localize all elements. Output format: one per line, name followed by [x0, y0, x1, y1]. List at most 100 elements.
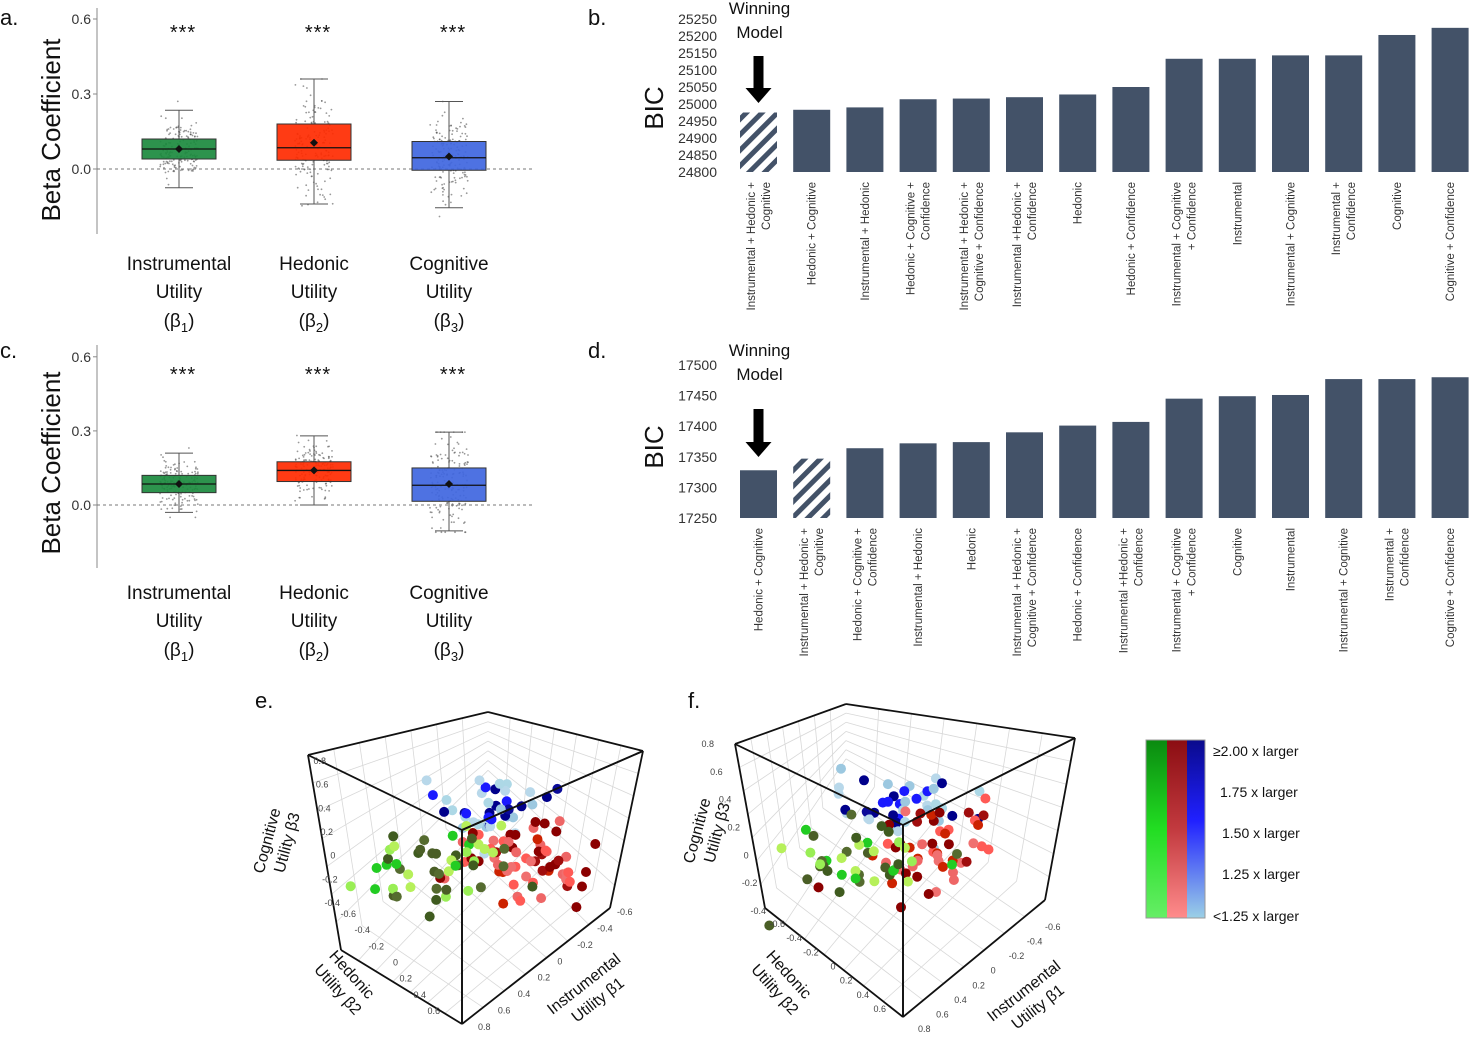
- data-point: [166, 507, 169, 510]
- data-point: [174, 502, 177, 505]
- data-point: [451, 449, 454, 452]
- data-point: [186, 465, 189, 468]
- z-tick-label: 0: [330, 851, 335, 861]
- data-point: [328, 165, 330, 168]
- model-label: Instrumental + Cognitive: [1286, 182, 1298, 306]
- y-axis-label: BIC: [639, 425, 669, 468]
- cube-edge: [307, 754, 463, 831]
- data-point: [463, 452, 466, 455]
- significance-stars: ***: [440, 364, 466, 386]
- data-point: [308, 488, 310, 490]
- scatter-point: [525, 787, 536, 798]
- grid-line: [750, 738, 777, 889]
- data-point: [439, 505, 442, 508]
- data-point: [175, 126, 178, 129]
- data-point: [320, 100, 323, 102]
- data-point: [464, 431, 466, 433]
- model-label: Confidence: [921, 182, 933, 240]
- data-point: [331, 202, 334, 205]
- data-point: [193, 460, 196, 463]
- data-point: [185, 129, 188, 132]
- data-point: [430, 511, 433, 514]
- scatter-point: [808, 830, 819, 841]
- data-point: [316, 172, 319, 175]
- scatter-point: [850, 873, 861, 884]
- data-point: [458, 502, 461, 505]
- grid-line: [813, 715, 824, 809]
- beta-subscript: 1: [181, 320, 188, 335]
- data-point: [450, 193, 453, 196]
- data-point: [459, 451, 461, 454]
- data-point: [194, 167, 197, 169]
- data-point: [464, 531, 467, 534]
- data-point: [308, 448, 311, 451]
- scatter-point: [883, 826, 894, 837]
- data-point: [464, 502, 467, 505]
- cube-edge: [609, 750, 644, 909]
- data-point: [168, 133, 170, 136]
- data-point: [295, 173, 297, 176]
- data-point: [321, 194, 324, 197]
- data-point: [169, 472, 172, 474]
- data-point: [438, 138, 441, 141]
- scatter-point: [439, 806, 450, 817]
- data-point: [171, 498, 174, 501]
- grid-line: [739, 712, 847, 768]
- cube-edge: [307, 754, 342, 951]
- data-point: [451, 503, 454, 505]
- data-point: [176, 470, 178, 473]
- data-point: [165, 465, 168, 467]
- data-point: [311, 163, 314, 166]
- scatter-point: [968, 838, 979, 849]
- model-label: Instrumental + Hedonic: [913, 528, 925, 647]
- model-label: Cognitive: [1392, 182, 1404, 230]
- data-point: [452, 513, 455, 516]
- scatter-point: [391, 891, 402, 902]
- x-tick-label: -0.2: [1009, 951, 1025, 961]
- data-point: [430, 455, 433, 458]
- data-point: [296, 485, 299, 487]
- model-label: Instrumental +Hedonic +: [1012, 182, 1024, 308]
- data-point: [188, 495, 191, 497]
- data-point: [297, 441, 300, 444]
- category-label-line2: Utility: [291, 282, 338, 303]
- y-tick-label: 25200: [678, 28, 717, 44]
- data-point: [451, 515, 453, 518]
- scatter-point: [431, 883, 442, 894]
- scatter-point: [496, 820, 507, 831]
- scatter-point: [441, 795, 452, 805]
- scatter-point: [899, 786, 910, 797]
- data-point: [442, 518, 445, 521]
- data-point: [164, 162, 167, 165]
- data-point: [298, 457, 300, 460]
- data-point: [451, 459, 454, 462]
- y-tick-label: 17350: [678, 449, 717, 465]
- scatter-point: [475, 882, 486, 893]
- data-point: [302, 456, 305, 458]
- grid-line: [382, 901, 505, 992]
- data-point: [434, 443, 437, 445]
- data-point: [465, 448, 468, 450]
- significance-stars: ***: [170, 364, 196, 386]
- x-tick-label: 0.2: [972, 980, 985, 990]
- scatter-point: [963, 807, 974, 818]
- grid-line: [863, 862, 989, 987]
- y-tick-label: 24900: [678, 130, 717, 146]
- bar-9: [1218, 58, 1256, 172]
- grid-line: [410, 730, 426, 853]
- model-label: Cognitive: [761, 182, 773, 230]
- grid-line: [845, 721, 1067, 785]
- data-point: [197, 471, 199, 474]
- data-point: [315, 452, 318, 454]
- data-point: [189, 128, 192, 131]
- scatter-point: [532, 834, 543, 845]
- data-point: [431, 527, 433, 530]
- data-point: [435, 124, 438, 126]
- grid-line: [829, 709, 835, 789]
- category-label-beta: (β2): [299, 311, 330, 335]
- panel-letter-d: d.: [588, 338, 606, 363]
- data-point: [189, 131, 192, 134]
- data-point: [450, 201, 452, 204]
- bar-10: [1272, 55, 1309, 172]
- cube-edge: [902, 899, 1046, 1018]
